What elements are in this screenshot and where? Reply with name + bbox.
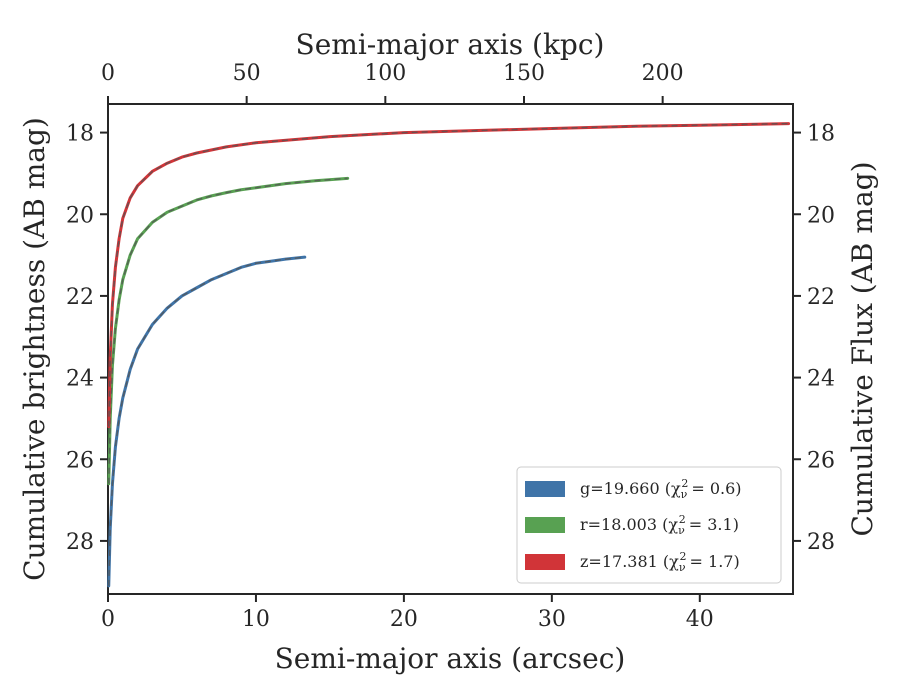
legend-swatch-0 <box>525 481 565 497</box>
y-axis-left: 18 20 22 24 26 28 <box>66 122 108 555</box>
x-tick-label: 40 <box>686 607 714 632</box>
legend-box <box>516 466 782 584</box>
x2-tick-label: 50 <box>233 61 261 86</box>
x2-tick-label: 0 <box>101 61 115 86</box>
x2-axis-title: Semi-major axis (kpc) <box>296 28 605 61</box>
y-tick-label: 20 <box>66 203 94 228</box>
series-line-0 <box>107 255 307 588</box>
series-line-2 <box>107 122 791 429</box>
x2-tick-label: 100 <box>364 61 406 86</box>
series-fit-line-1 <box>107 177 348 484</box>
y-axis-title: Cumulative brightness (AB mag) <box>18 117 51 581</box>
y2-axis-title: Cumulative Flux (AB mag) <box>846 161 879 536</box>
legend: g=19.660 (χν2 = 0.6) r=18.003 (χν2 = 3.1) z=… <box>516 466 782 584</box>
y2-tick-label: 18 <box>807 122 835 147</box>
x2-tick-label: 200 <box>642 61 684 86</box>
series-fit-line-2 <box>107 122 789 427</box>
legend-swatch-1 <box>525 517 565 533</box>
series-line-1 <box>107 176 350 486</box>
y-axis-right: 18 20 22 24 26 28 <box>793 122 835 555</box>
y-tick-label: 26 <box>66 448 94 473</box>
legend-label-2: z=17.381 (χν2 = 1.7) <box>580 550 740 574</box>
y-tick-label: 22 <box>66 285 94 310</box>
legend-items: g=19.660 (χν2 = 0.6) r=18.003 (χν2 = 3.1) z=… <box>525 477 742 574</box>
x-tick-label: 0 <box>101 607 115 632</box>
y-tick-label: 18 <box>66 122 94 147</box>
series-layer <box>107 122 791 588</box>
legend-label-1: r=18.003 (χν2 = 3.1) <box>580 513 739 537</box>
x-axis-bottom: 0 10 20 30 40 <box>101 594 714 632</box>
y-tick-label: 24 <box>66 367 94 392</box>
y2-tick-label: 22 <box>807 285 835 310</box>
y2-tick-label: 26 <box>807 448 835 473</box>
y-tick-label: 28 <box>66 530 94 555</box>
x-tick-label: 20 <box>390 607 418 632</box>
x-tick-label: 30 <box>538 607 566 632</box>
x-axis-top: 0 50 100 150 200 <box>101 61 684 104</box>
legend-label-0: g=19.660 (χν2 = 0.6) <box>580 477 742 501</box>
x-axis-title: Semi-major axis (arcsec) <box>275 642 626 675</box>
x-tick-label: 10 <box>242 607 270 632</box>
y2-tick-label: 20 <box>807 203 835 228</box>
legend-swatch-2 <box>525 554 565 570</box>
series-fit-line-0 <box>107 256 305 586</box>
y2-tick-label: 28 <box>807 530 835 555</box>
x2-tick-label: 150 <box>503 61 545 86</box>
plot-frame <box>107 103 794 595</box>
y2-tick-label: 24 <box>807 367 835 392</box>
